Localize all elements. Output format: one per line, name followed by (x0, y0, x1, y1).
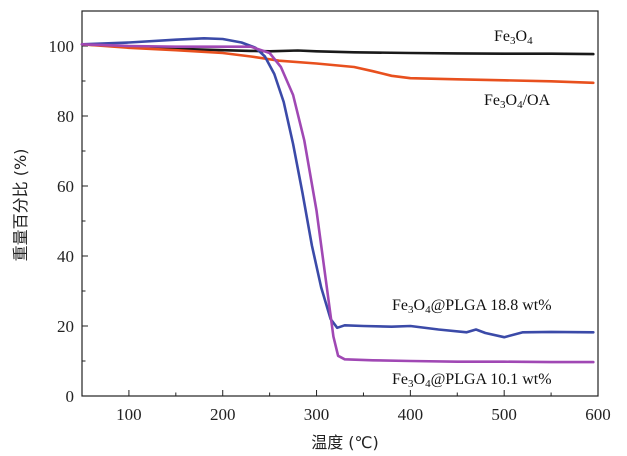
plga-10-1-curve (80, 43, 595, 364)
x-tick-label: 400 (398, 405, 424, 424)
series-labels: Fe3O4 Fe3O4/OA Fe3O4@PLGA 18.8 wt% Fe3O4@PL… (392, 28, 552, 390)
y-tick-label: 60 (57, 177, 74, 196)
y-tick-label: 20 (57, 317, 74, 336)
fe3o4-curve (80, 43, 595, 56)
y-tick-label: 100 (49, 37, 75, 56)
plot-area-border (81, 10, 599, 397)
y-tick-label: 0 (66, 387, 75, 406)
plga-18-8-curve (80, 37, 595, 339)
x-tick-label: 200 (210, 405, 236, 424)
plga-18-8-label: Fe3O4@PLGA 18.8 wt% (392, 297, 552, 316)
series-lines (80, 37, 595, 364)
plga-10-1-label: Fe3O4@PLGA 10.1 wt% (392, 371, 552, 390)
y-tick-label: 80 (57, 107, 74, 126)
x-tick-label: 300 (304, 405, 330, 424)
x-tick-label: 500 (491, 405, 517, 424)
y-tick-label: 40 (57, 247, 74, 266)
y-axis-ticks: 0 20 40 60 80 100 (49, 10, 88, 406)
fe3o4-label: Fe3O4 (494, 28, 533, 47)
fe3o4-oa-curve (80, 43, 595, 85)
x-tick-label: 100 (116, 405, 142, 424)
x-axis-ticks: 100 200 300 400 500 600 (81, 390, 611, 424)
x-tick-label: 600 (585, 405, 611, 424)
y-axis-title: 重量百分比 (%) (11, 149, 30, 262)
plot-frame (81, 10, 599, 397)
fe3o4-oa-label: Fe3O4/OA (484, 92, 551, 111)
x-axis-title: 温度 (℃) (311, 433, 379, 452)
